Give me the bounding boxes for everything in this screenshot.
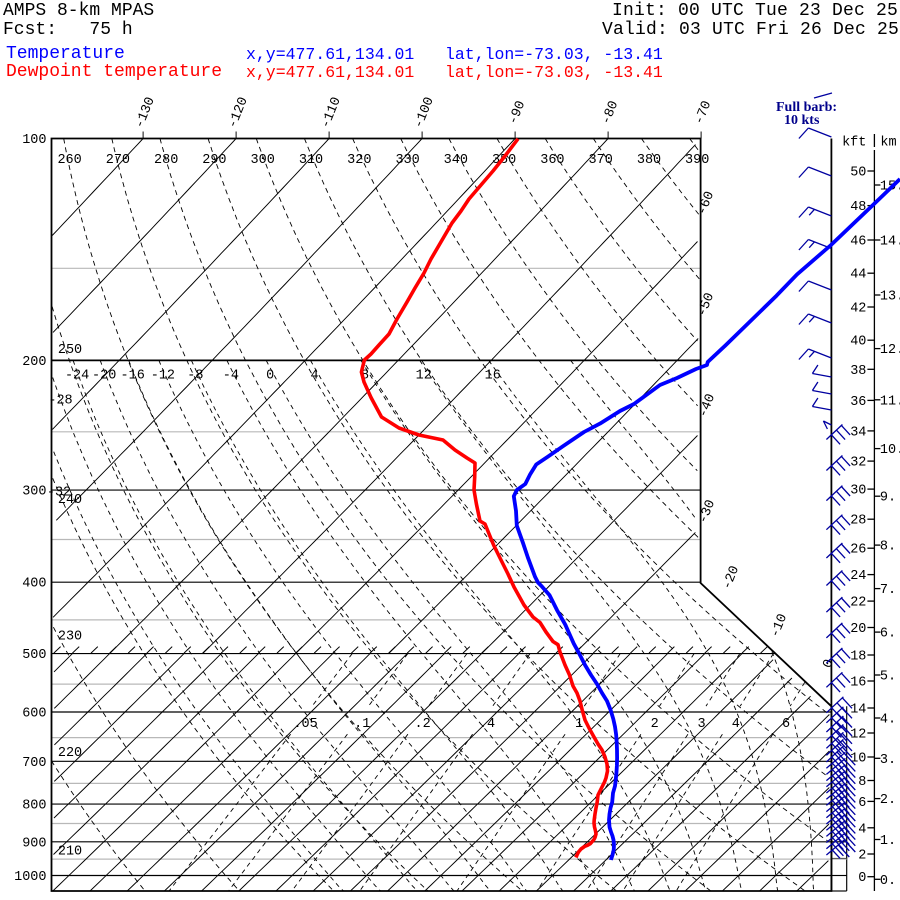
svg-text:-4: -4 — [223, 368, 239, 383]
svg-text:300: 300 — [22, 485, 46, 500]
svg-text:5.: 5. — [880, 670, 896, 685]
svg-text:34: 34 — [850, 425, 866, 440]
svg-text:0: 0 — [858, 871, 866, 886]
svg-text:kft: kft — [842, 136, 866, 151]
svg-text:4.: 4. — [880, 713, 896, 728]
svg-text:.05: .05 — [293, 717, 317, 732]
svg-text:320: 320 — [347, 153, 371, 168]
svg-text:8.: 8. — [880, 540, 896, 555]
svg-text:.4: .4 — [479, 717, 495, 732]
svg-text:-16: -16 — [121, 368, 145, 383]
svg-text:370: 370 — [589, 153, 613, 168]
svg-text:1000: 1000 — [14, 870, 46, 885]
svg-text:6: 6 — [782, 717, 790, 732]
svg-text:22: 22 — [850, 596, 866, 611]
svg-text:360: 360 — [540, 153, 564, 168]
svg-text:380: 380 — [637, 153, 661, 168]
svg-text:230: 230 — [58, 630, 82, 645]
svg-text:8: 8 — [858, 775, 866, 790]
svg-text:16: 16 — [850, 676, 866, 691]
svg-text:38: 38 — [850, 364, 866, 379]
svg-text:26: 26 — [850, 543, 866, 558]
svg-text:1: 1 — [575, 717, 583, 732]
svg-text:600: 600 — [22, 707, 46, 722]
svg-text:12: 12 — [416, 368, 432, 383]
svg-text:24: 24 — [850, 569, 866, 584]
svg-text:4: 4 — [310, 368, 318, 383]
svg-text:280: 280 — [154, 153, 178, 168]
svg-text:100: 100 — [22, 133, 46, 148]
svg-text:14: 14 — [850, 703, 866, 718]
svg-text:500: 500 — [22, 648, 46, 663]
svg-text:6: 6 — [858, 796, 866, 811]
svg-text:.2: .2 — [414, 717, 430, 732]
svg-text:42: 42 — [850, 302, 866, 317]
svg-text:400: 400 — [22, 577, 46, 592]
svg-text:9.: 9. — [880, 491, 896, 506]
svg-text:260: 260 — [57, 153, 81, 168]
svg-text:-12: -12 — [151, 368, 175, 383]
svg-text:240: 240 — [58, 493, 82, 508]
svg-text:210: 210 — [58, 845, 82, 860]
svg-text:1.: 1. — [880, 834, 896, 849]
svg-text:700: 700 — [22, 756, 46, 771]
svg-text:0: 0 — [266, 368, 274, 383]
svg-text:12: 12 — [850, 728, 866, 743]
svg-text:-24: -24 — [65, 368, 89, 383]
svg-text:32: 32 — [850, 456, 866, 471]
svg-text:900: 900 — [22, 836, 46, 851]
svg-text:18: 18 — [850, 650, 866, 665]
svg-text:2.: 2. — [880, 793, 896, 808]
svg-text:3: 3 — [697, 717, 705, 732]
svg-text:-20: -20 — [92, 368, 116, 383]
svg-text:-8: -8 — [187, 368, 203, 383]
svg-text:2: 2 — [651, 717, 659, 732]
svg-text:6.: 6. — [880, 627, 896, 642]
svg-text:36: 36 — [850, 395, 866, 410]
svg-text:2: 2 — [858, 849, 866, 864]
svg-text:.1: .1 — [354, 717, 370, 732]
svg-text:12.: 12. — [880, 343, 900, 358]
svg-text:13.: 13. — [880, 290, 900, 305]
svg-text:4: 4 — [858, 822, 866, 837]
svg-text:800: 800 — [22, 799, 46, 814]
svg-text:340: 340 — [444, 153, 468, 168]
svg-text:3.: 3. — [880, 753, 896, 768]
svg-text:50: 50 — [850, 166, 866, 181]
svg-text:200: 200 — [22, 355, 46, 370]
svg-text:20: 20 — [850, 622, 866, 637]
svg-text:11.: 11. — [880, 394, 900, 409]
svg-text:4: 4 — [732, 717, 740, 732]
svg-text:250: 250 — [58, 343, 82, 358]
svg-text:28: 28 — [850, 514, 866, 529]
svg-text:10.: 10. — [880, 443, 900, 458]
svg-text:330: 330 — [395, 153, 419, 168]
svg-text:-28: -28 — [48, 394, 72, 409]
svg-text:-32: -32 — [47, 486, 71, 501]
svg-text:0.: 0. — [880, 874, 896, 889]
svg-text:8: 8 — [361, 368, 369, 383]
svg-text:310: 310 — [299, 153, 323, 168]
svg-text:7.: 7. — [880, 583, 896, 598]
svg-text:390: 390 — [685, 153, 709, 168]
svg-text:48: 48 — [850, 200, 866, 215]
svg-text:km: km — [880, 136, 896, 151]
svg-text:16: 16 — [485, 368, 501, 383]
svg-text:44: 44 — [850, 268, 866, 283]
svg-text:270: 270 — [106, 153, 130, 168]
svg-text:30: 30 — [850, 484, 866, 499]
svg-text:220: 220 — [58, 746, 82, 761]
svg-text:300: 300 — [251, 153, 275, 168]
svg-text:290: 290 — [202, 153, 226, 168]
svg-text:46: 46 — [850, 235, 866, 250]
svg-text:14.: 14. — [880, 235, 900, 250]
svg-text:10: 10 — [850, 752, 866, 767]
svg-text:40: 40 — [850, 335, 866, 350]
